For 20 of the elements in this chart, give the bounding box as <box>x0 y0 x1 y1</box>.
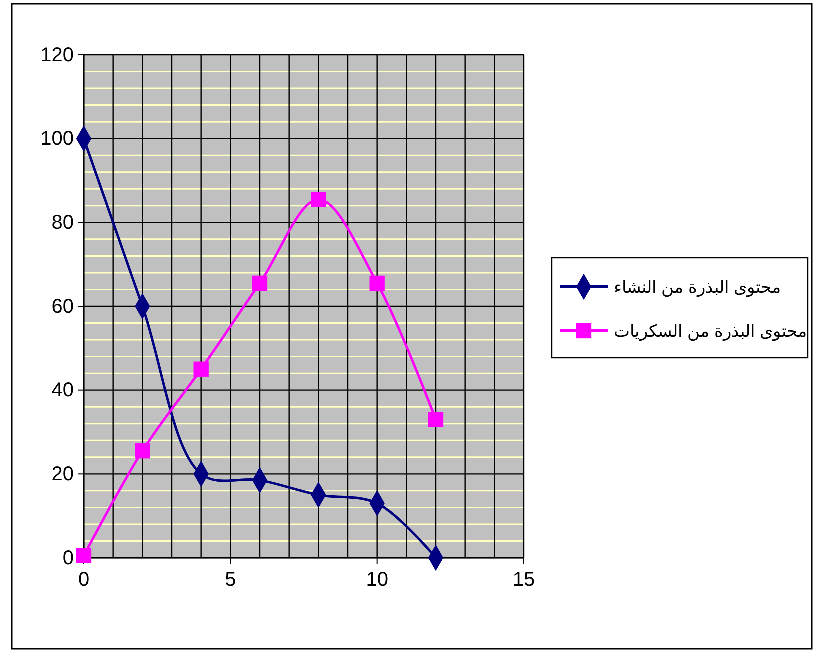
point <box>428 412 444 428</box>
y-tick-label: 40 <box>52 380 74 402</box>
x-tick-label: 0 <box>78 569 90 592</box>
legend-label: محتوى البذرة من النشاء <box>614 278 782 298</box>
y-tick-label: 100 <box>40 128 74 150</box>
point <box>194 362 209 377</box>
point <box>370 276 385 292</box>
point <box>76 548 92 564</box>
point <box>311 192 326 208</box>
y-tick-label: 120 <box>40 44 74 66</box>
y-tick-label: 80 <box>52 212 74 234</box>
y-tick-label: 0 <box>62 547 74 570</box>
point <box>135 444 150 459</box>
x-tick-label: 10 <box>366 569 388 592</box>
y-tick-label: 20 <box>52 464 74 486</box>
y-tick-label: 60 <box>52 296 74 318</box>
point <box>252 276 268 292</box>
x-tick-label: 15 <box>512 569 536 592</box>
legend-label: محتوى البذرة من السكريات <box>614 322 808 342</box>
x-tick-label: 5 <box>225 569 236 592</box>
